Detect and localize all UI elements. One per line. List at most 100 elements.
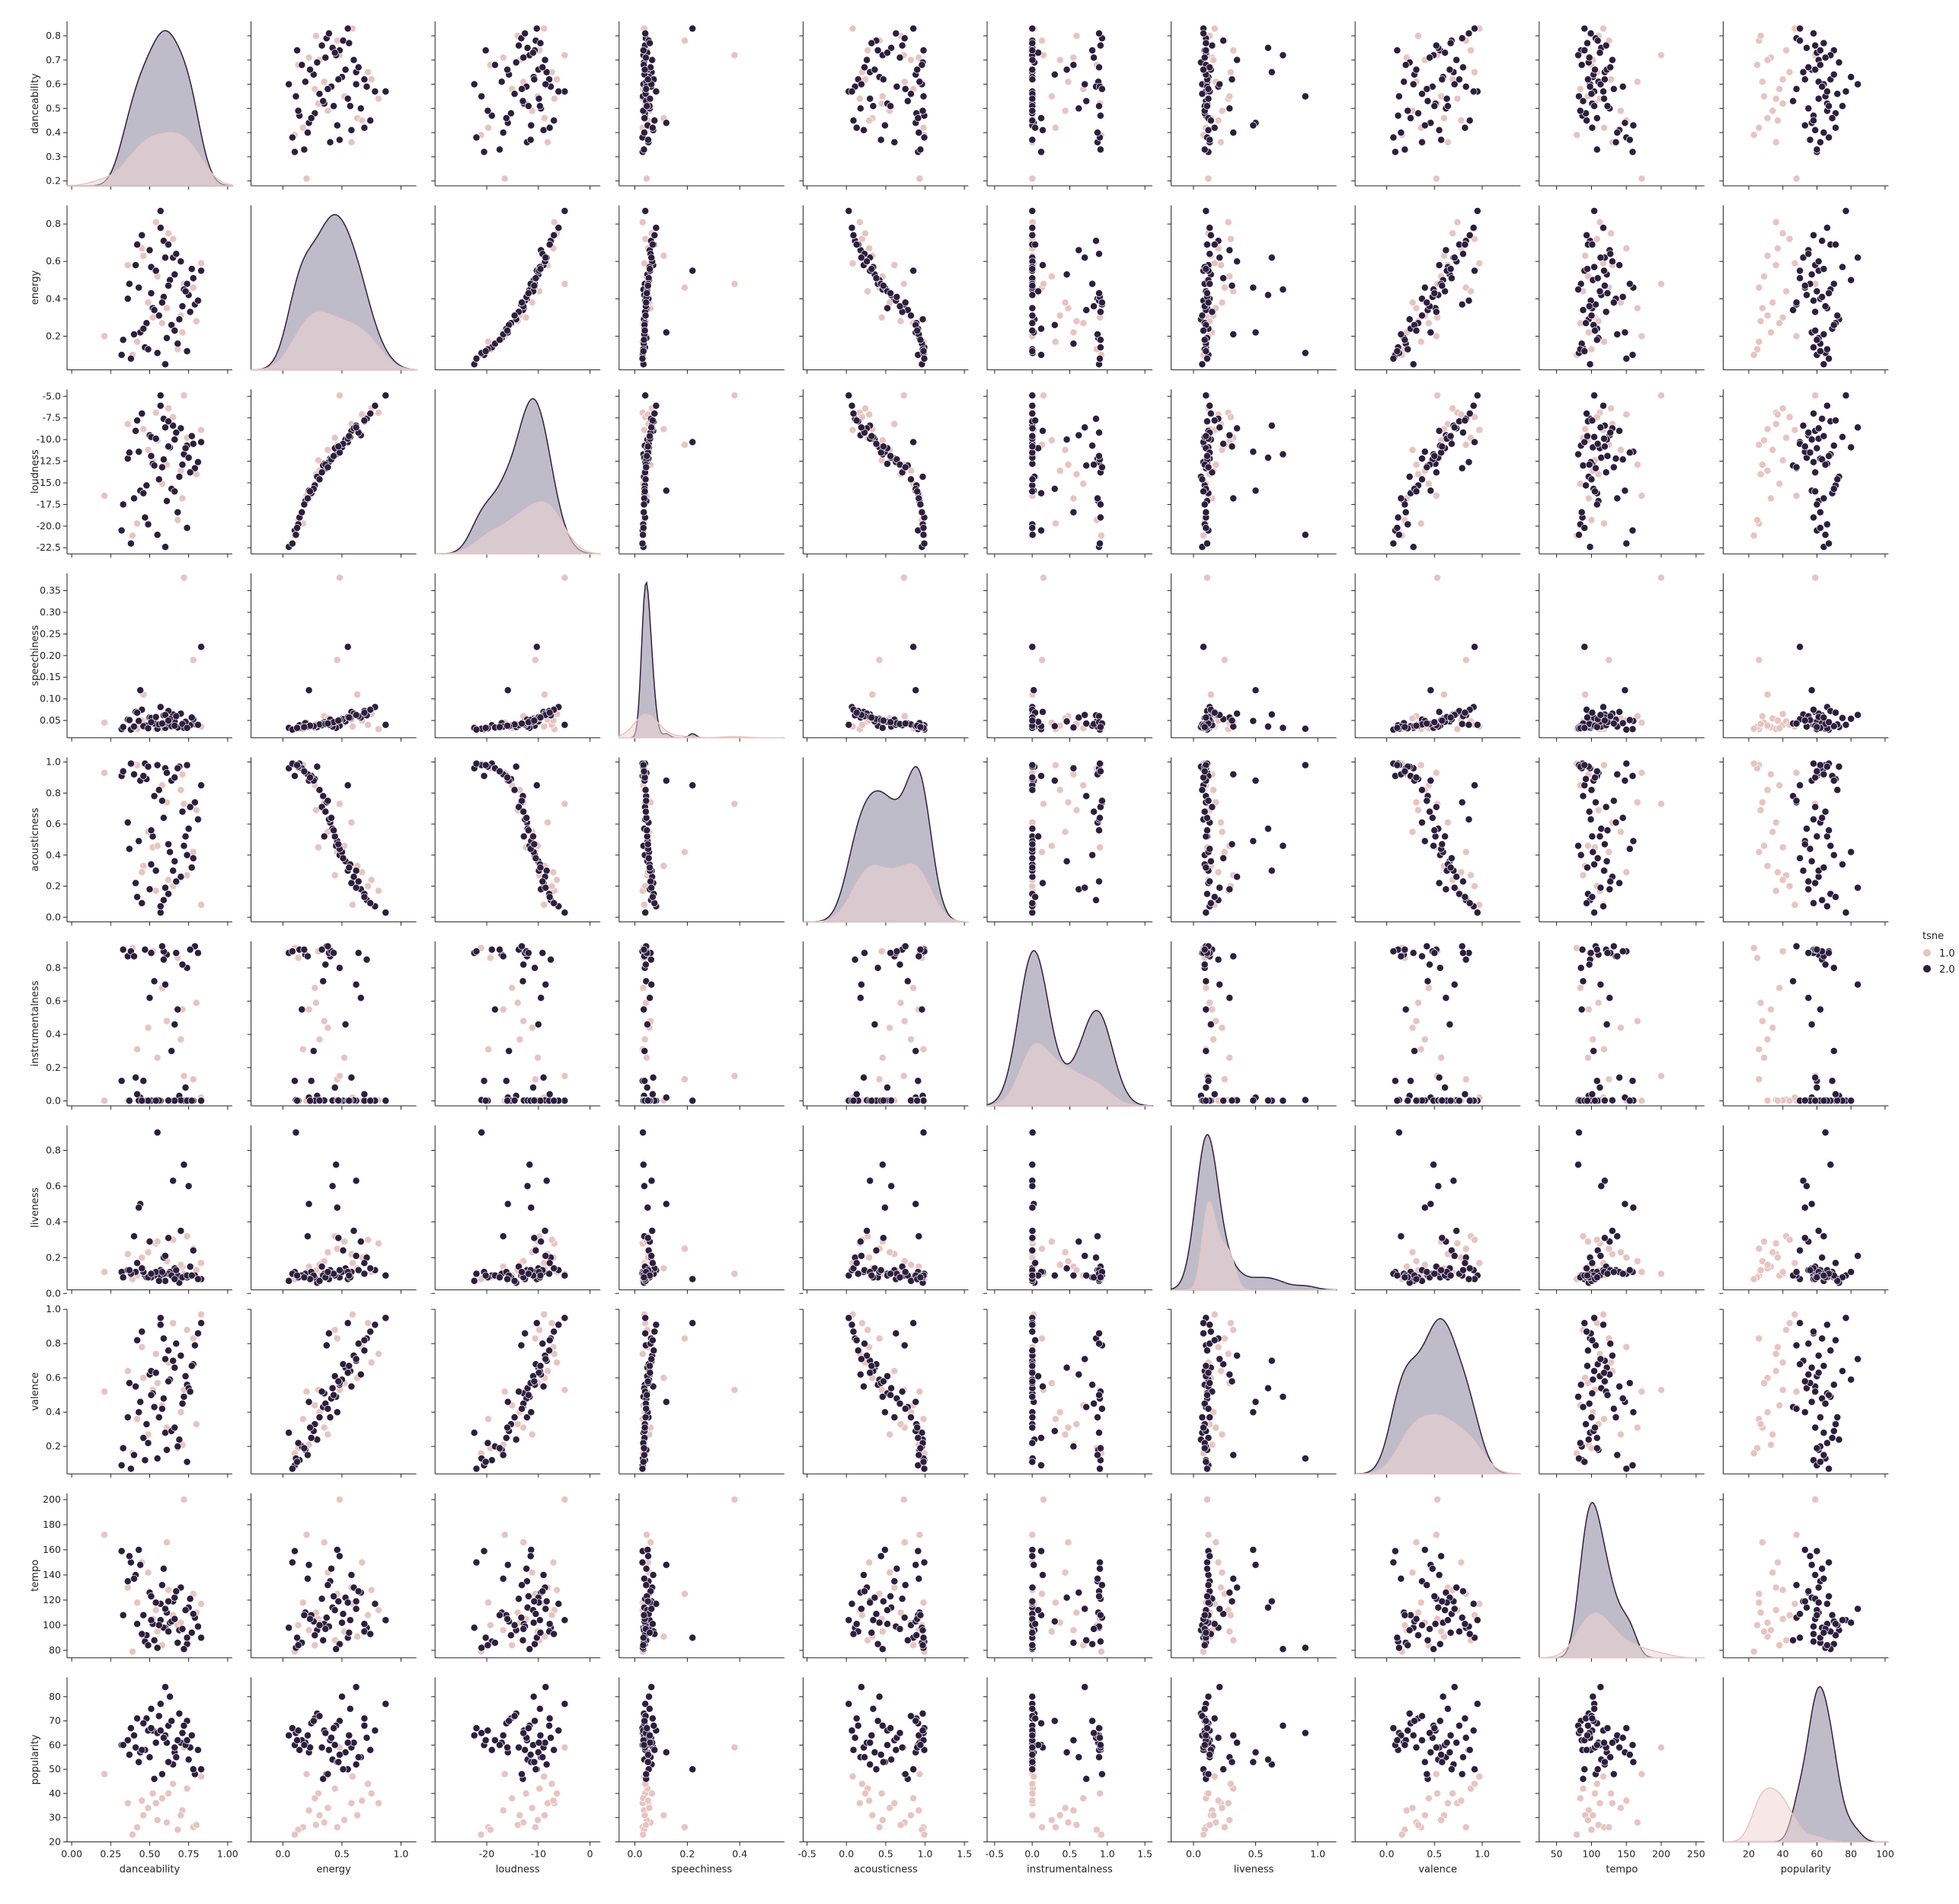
point-tsne-2.0 <box>646 864 654 872</box>
point-tsne-2.0 <box>1203 539 1211 548</box>
point-tsne-1.0 <box>1767 494 1775 503</box>
point-tsne-2.0 <box>135 448 143 456</box>
point-tsne-2.0 <box>1226 994 1234 1002</box>
point-tsne-2.0 <box>1450 80 1459 88</box>
point-tsne-2.0 <box>1028 909 1037 917</box>
point-tsne-2.0 <box>304 952 312 960</box>
point-tsne-2.0 <box>1792 797 1801 805</box>
point-tsne-2.0 <box>872 439 880 448</box>
point-tsne-2.0 <box>1216 980 1224 989</box>
point-tsne-2.0 <box>536 39 545 47</box>
point-tsne-2.0 <box>1028 291 1037 299</box>
point-tsne-2.0 <box>1202 864 1210 872</box>
point-tsne-1.0 <box>367 75 376 84</box>
point-tsne-1.0 <box>1616 828 1625 836</box>
point-tsne-1.0 <box>101 768 109 777</box>
point-tsne-1.0 <box>1778 100 1787 107</box>
point-tsne-1.0 <box>353 691 362 698</box>
point-tsne-2.0 <box>896 302 904 311</box>
point-tsne-1.0 <box>144 446 152 454</box>
point-tsne-2.0 <box>880 121 889 129</box>
point-tsne-1.0 <box>561 280 569 288</box>
point-tsne-2.0 <box>181 832 190 841</box>
point-tsne-1.0 <box>1226 272 1234 280</box>
point-tsne-2.0 <box>152 867 160 875</box>
point-tsne-2.0 <box>1438 75 1446 84</box>
point-tsne-1.0 <box>1475 259 1484 267</box>
point-tsne-2.0 <box>197 781 206 790</box>
point-tsne-2.0 <box>165 890 173 898</box>
point-tsne-1.0 <box>152 408 160 417</box>
point-tsne-2.0 <box>852 123 861 132</box>
y-tick-label: 0.4 <box>46 849 61 861</box>
point-tsne-2.0 <box>1602 308 1610 316</box>
point-tsne-2.0 <box>1426 960 1433 969</box>
point-tsne-1.0 <box>1753 516 1762 524</box>
point-tsne-2.0 <box>1412 773 1421 781</box>
point-tsne-2.0 <box>1465 458 1473 466</box>
point-tsne-1.0 <box>1600 1045 1608 1053</box>
panel-acousticness-vs-instrumentalness <box>983 757 1152 926</box>
point-tsne-2.0 <box>298 1005 306 1014</box>
y-axis-title: acousticness <box>30 807 41 871</box>
point-tsne-2.0 <box>640 500 648 509</box>
point-tsne-1.0 <box>1750 724 1758 733</box>
point-tsne-1.0 <box>1202 984 1210 992</box>
point-tsne-1.0 <box>1763 311 1772 320</box>
point-tsne-2.0 <box>1423 797 1431 805</box>
point-tsne-1.0 <box>1605 848 1613 856</box>
point-tsne-1.0 <box>878 92 887 101</box>
point-tsne-2.0 <box>300 145 308 154</box>
point-tsne-2.0 <box>1228 840 1236 848</box>
point-tsne-2.0 <box>496 945 503 954</box>
point-tsne-2.0 <box>1096 813 1104 822</box>
y-tick-label: -15.0 <box>37 477 61 488</box>
point-tsne-2.0 <box>536 864 545 872</box>
point-tsne-2.0 <box>1082 720 1091 727</box>
point-tsne-2.0 <box>1210 893 1219 901</box>
point-tsne-2.0 <box>1609 463 1618 471</box>
point-tsne-2.0 <box>172 250 181 258</box>
point-tsne-1.0 <box>1408 714 1417 723</box>
point-tsne-2.0 <box>909 267 918 275</box>
point-tsne-2.0 <box>1811 487 1820 496</box>
point-tsne-1.0 <box>1038 848 1046 856</box>
point-tsne-2.0 <box>1458 942 1466 950</box>
point-tsne-2.0 <box>1031 893 1040 901</box>
point-tsne-2.0 <box>158 942 166 950</box>
point-tsne-2.0 <box>345 864 353 872</box>
point-tsne-2.0 <box>868 1097 876 1105</box>
point-tsne-1.0 <box>1462 1075 1470 1084</box>
point-tsne-2.0 <box>1596 80 1605 88</box>
point-tsne-1.0 <box>1424 480 1433 488</box>
point-tsne-2.0 <box>1575 92 1583 101</box>
point-tsne-2.0 <box>1455 75 1463 84</box>
point-tsne-1.0 <box>367 876 376 884</box>
point-tsne-2.0 <box>1583 39 1591 47</box>
point-tsne-1.0 <box>875 1075 884 1084</box>
point-tsne-2.0 <box>1028 864 1037 872</box>
point-tsne-2.0 <box>916 945 925 954</box>
point-tsne-1.0 <box>1772 420 1780 428</box>
point-tsne-2.0 <box>1088 442 1097 450</box>
point-tsne-2.0 <box>1588 123 1596 132</box>
point-tsne-2.0 <box>1095 429 1103 436</box>
point-tsne-2.0 <box>1228 442 1236 451</box>
point-tsne-2.0 <box>1789 306 1798 315</box>
point-tsne-2.0 <box>1037 489 1045 497</box>
point-tsne-2.0 <box>1816 761 1824 769</box>
point-tsne-1.0 <box>639 984 647 992</box>
point-tsne-2.0 <box>1628 351 1637 359</box>
y-tick-label: 0.0 <box>46 1287 61 1299</box>
point-tsne-2.0 <box>346 102 354 110</box>
point-tsne-1.0 <box>660 862 668 870</box>
point-tsne-2.0 <box>1206 250 1214 258</box>
point-tsne-2.0 <box>547 956 555 963</box>
panel-instrumentalness-vs-speechiness <box>615 941 785 1110</box>
point-tsne-2.0 <box>892 29 900 37</box>
point-tsne-2.0 <box>321 960 330 969</box>
point-tsne-2.0 <box>1210 241 1219 249</box>
panel-danceability-vs-speechiness <box>615 21 785 190</box>
point-tsne-1.0 <box>139 862 148 870</box>
point-tsne-1.0 <box>1583 1053 1592 1062</box>
